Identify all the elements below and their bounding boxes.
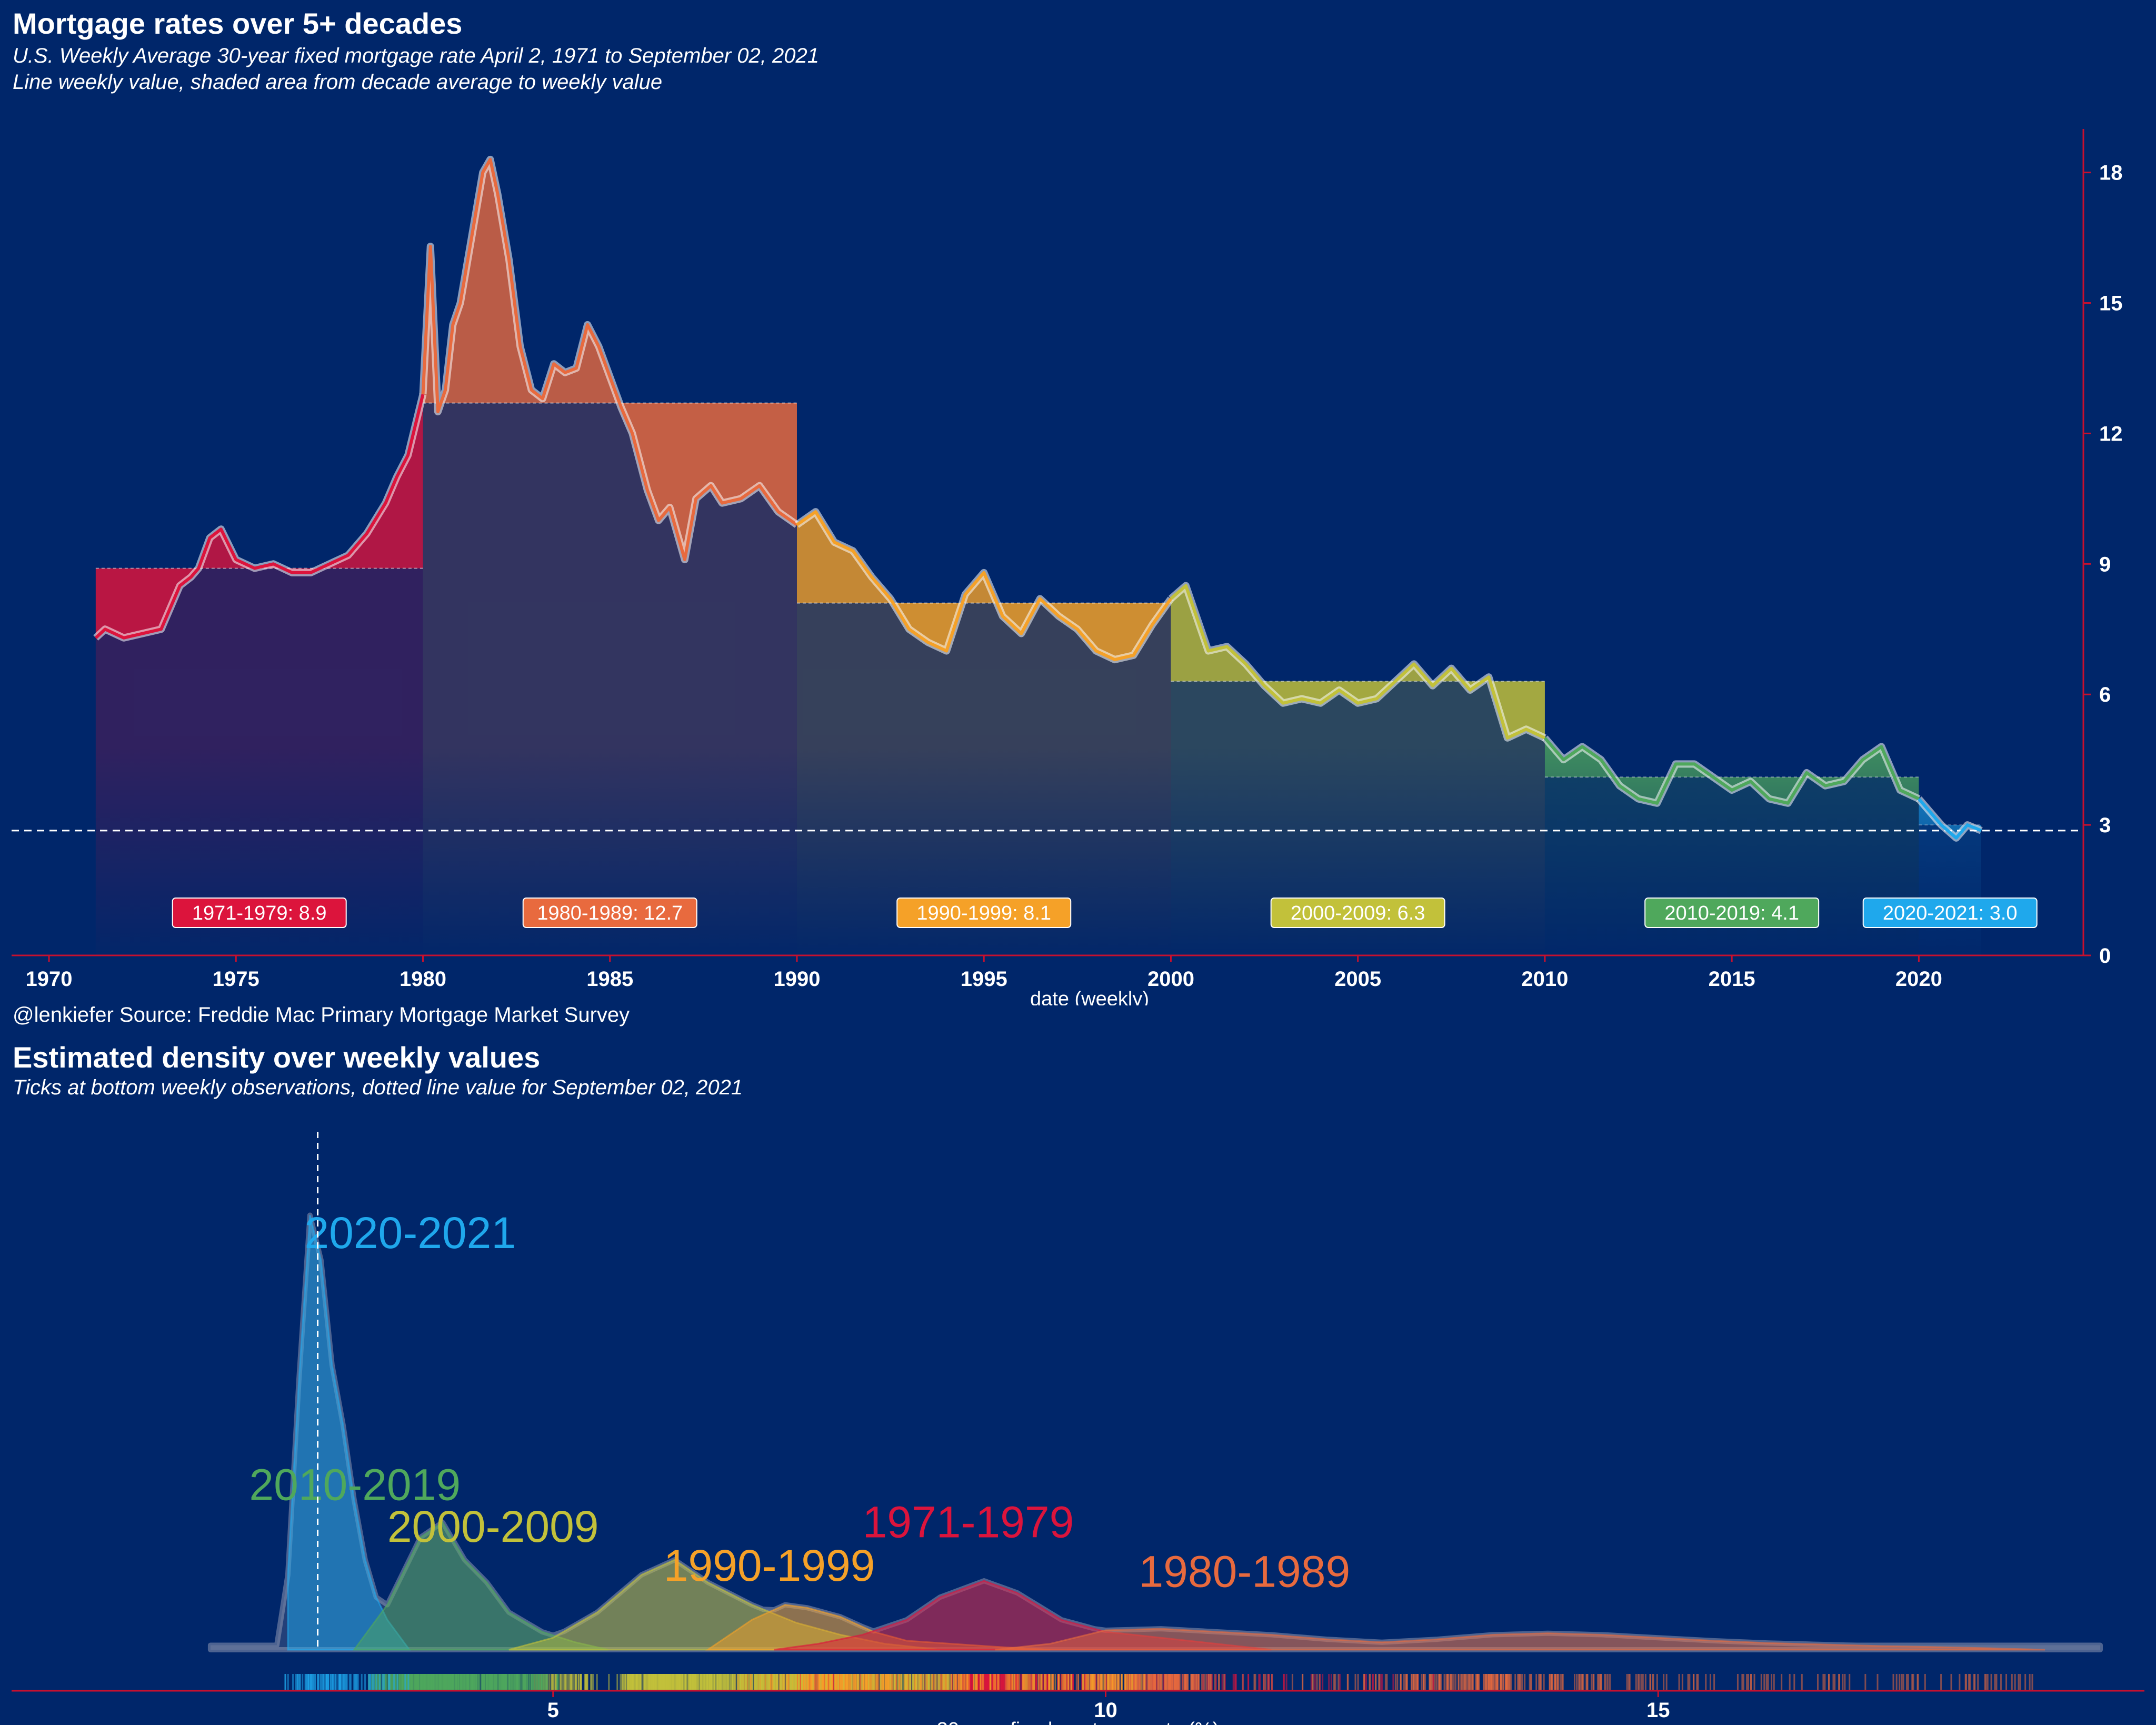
y-tick-label: 3 bbox=[2099, 814, 2111, 837]
y-tick-label: 0 bbox=[2099, 944, 2111, 968]
decade-label-2000-2009: 2000-2009: 6.3 bbox=[1291, 902, 1425, 924]
density-label-2010-2019: 2010-2019 bbox=[249, 1460, 461, 1509]
density-subtitle: Ticks at bottom weekly observations, dot… bbox=[13, 1076, 743, 1099]
x-axis-title: 30-year fixed mortgage rate (%) bbox=[937, 1719, 1219, 1725]
y-tick-label: 15 bbox=[2099, 292, 2123, 315]
chart-subtitle-line2: Line weekly value, shaded area from deca… bbox=[13, 71, 663, 94]
decade-deviation-1971-1979 bbox=[95, 394, 423, 638]
x-tick-label: 5 bbox=[547, 1699, 559, 1722]
x-axis-title: date (weekly) bbox=[1030, 988, 1149, 1005]
decade-label-2020-2021: 2020-2021: 3.0 bbox=[1883, 902, 2018, 924]
x-tick-label: 2015 bbox=[1709, 968, 1755, 991]
density-curve-2020-2021 bbox=[287, 1215, 411, 1651]
rate-line-1980-1989 bbox=[421, 157, 798, 562]
y-tick-label: 12 bbox=[2099, 422, 2123, 445]
chart-title: Mortgage rates over 5+ decades bbox=[13, 7, 463, 40]
density-label-1980-1989: 1980-1989 bbox=[1139, 1547, 1350, 1596]
x-tick-label: 1975 bbox=[213, 968, 259, 991]
density-curve-1980-1989 bbox=[995, 1628, 2045, 1651]
rate-line-chart: 1971-1979: 8.9 1980-1989: 12.7 1990-1999: … bbox=[12, 129, 2123, 1005]
x-tick-label: 1990 bbox=[773, 968, 820, 991]
chart-subtitle-line1: U.S. Weekly Average 30-year fixed mortga… bbox=[13, 44, 819, 67]
decade-label-1990-1999: 1990-1999: 8.1 bbox=[916, 902, 1051, 924]
rate-line-2020-2021 bbox=[1918, 797, 1982, 840]
x-tick-label: 15 bbox=[1646, 1699, 1670, 1722]
density-label-2020-2021: 2020-2021 bbox=[304, 1208, 516, 1258]
x-tick-label: 10 bbox=[1094, 1699, 1117, 1722]
decade-deviation-1990-1999 bbox=[796, 512, 1171, 660]
rate-line-1990-1999 bbox=[796, 510, 1172, 662]
decade-label-box-2020-2021 bbox=[1862, 898, 2038, 928]
source-caption: @lenkiefer Source: Freddie Mac Primary M… bbox=[13, 1003, 630, 1026]
y-tick-label: 18 bbox=[2099, 162, 2123, 185]
y-tick-label: 6 bbox=[2099, 683, 2111, 706]
x-tick-label: 1985 bbox=[586, 968, 633, 991]
decade-label-box-2010-2019 bbox=[1644, 898, 1820, 928]
decade-deviation-2000-2009 bbox=[1171, 585, 1545, 738]
decade-label-2010-2019: 2010-2019: 4.1 bbox=[1664, 902, 1799, 924]
x-tick-label: 2010 bbox=[1521, 968, 1568, 991]
x-tick-label: 1980 bbox=[400, 968, 446, 991]
decade-label-box-1980-1989 bbox=[522, 898, 697, 928]
decade-label-box-2000-2009 bbox=[1270, 898, 1445, 928]
decade-label-box-1990-1999 bbox=[896, 898, 1072, 928]
rate-line-1971-1979 bbox=[94, 394, 425, 640]
density-label-1971-1979: 1971-1979 bbox=[863, 1498, 1074, 1547]
density-label-1990-1999: 1990-1999 bbox=[664, 1541, 875, 1590]
y-tick-label: 9 bbox=[2099, 553, 2111, 576]
rate-line-2010-2019 bbox=[1543, 736, 1920, 805]
x-tick-label: 1970 bbox=[26, 968, 73, 991]
x-tick-label: 2005 bbox=[1334, 968, 1381, 991]
x-tick-label: 1995 bbox=[961, 968, 1007, 991]
x-tick-label: 2000 bbox=[1147, 968, 1194, 991]
rate-line-2000-2009 bbox=[1170, 584, 1546, 740]
decade-label-1971-1979: 1971-1979: 8.9 bbox=[192, 902, 327, 924]
decade-deviation-1980-1989 bbox=[423, 159, 797, 560]
x-tick-label: 2020 bbox=[1895, 968, 1942, 991]
density-title: Estimated density over weekly values bbox=[13, 1041, 541, 1074]
decade-label-1980-1989: 1980-1989: 12.7 bbox=[537, 902, 683, 924]
density-label-2000-2009: 2000-2009 bbox=[387, 1502, 599, 1551]
decade-label-box-1971-1979 bbox=[172, 898, 347, 928]
